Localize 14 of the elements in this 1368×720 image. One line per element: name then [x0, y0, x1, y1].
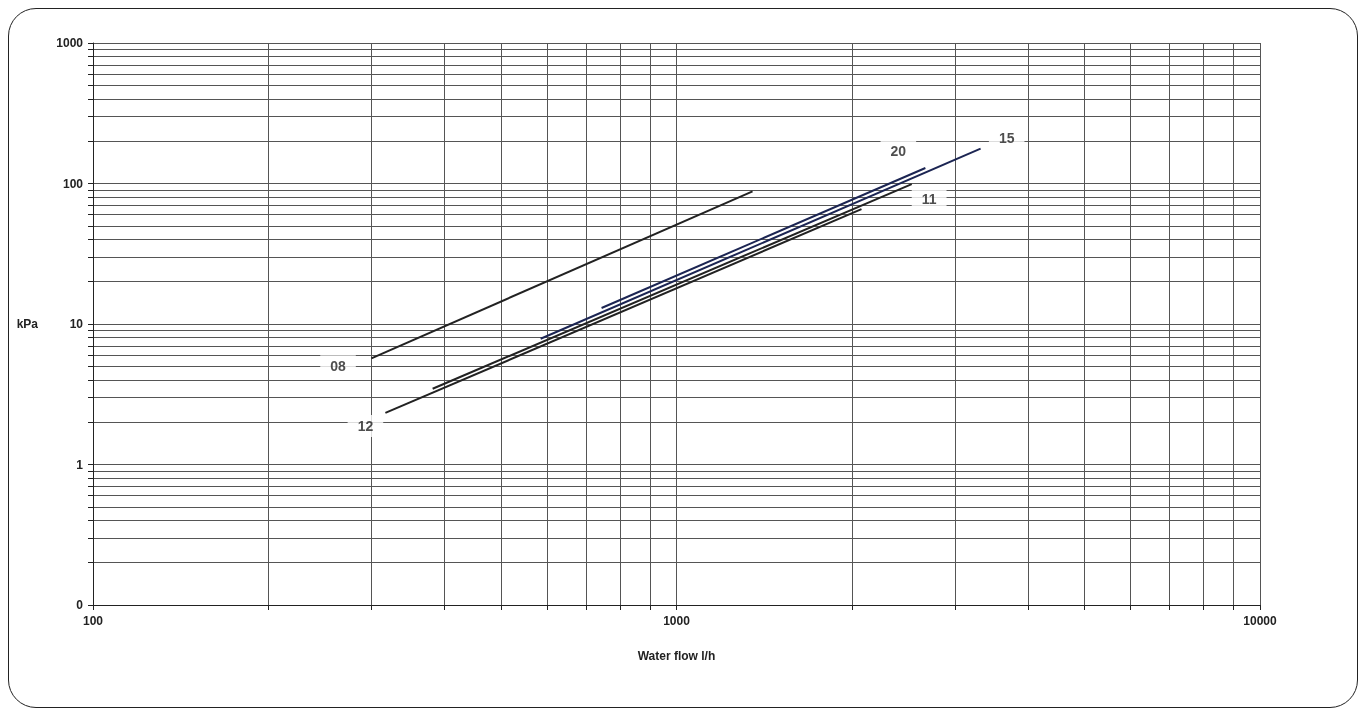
y-axis-title: kPa: [16, 317, 39, 331]
annotation: 12: [357, 417, 374, 434]
x-tick-label: 10000: [1243, 614, 1278, 628]
annotation: 15: [998, 130, 1015, 147]
y-tick-label: 0: [76, 598, 84, 612]
y-tick-label: 10: [69, 317, 84, 331]
annotation: 08: [330, 358, 347, 375]
annotation: 20: [890, 142, 907, 159]
x-axis-title: Water flow l/h: [637, 649, 716, 663]
x-tick-label: 1000: [663, 614, 691, 628]
y-tick-label: 100: [62, 176, 84, 191]
y-tick-label: 1: [76, 457, 84, 472]
y-tick-label: 1000: [56, 36, 84, 50]
annotation: 11: [921, 191, 937, 208]
